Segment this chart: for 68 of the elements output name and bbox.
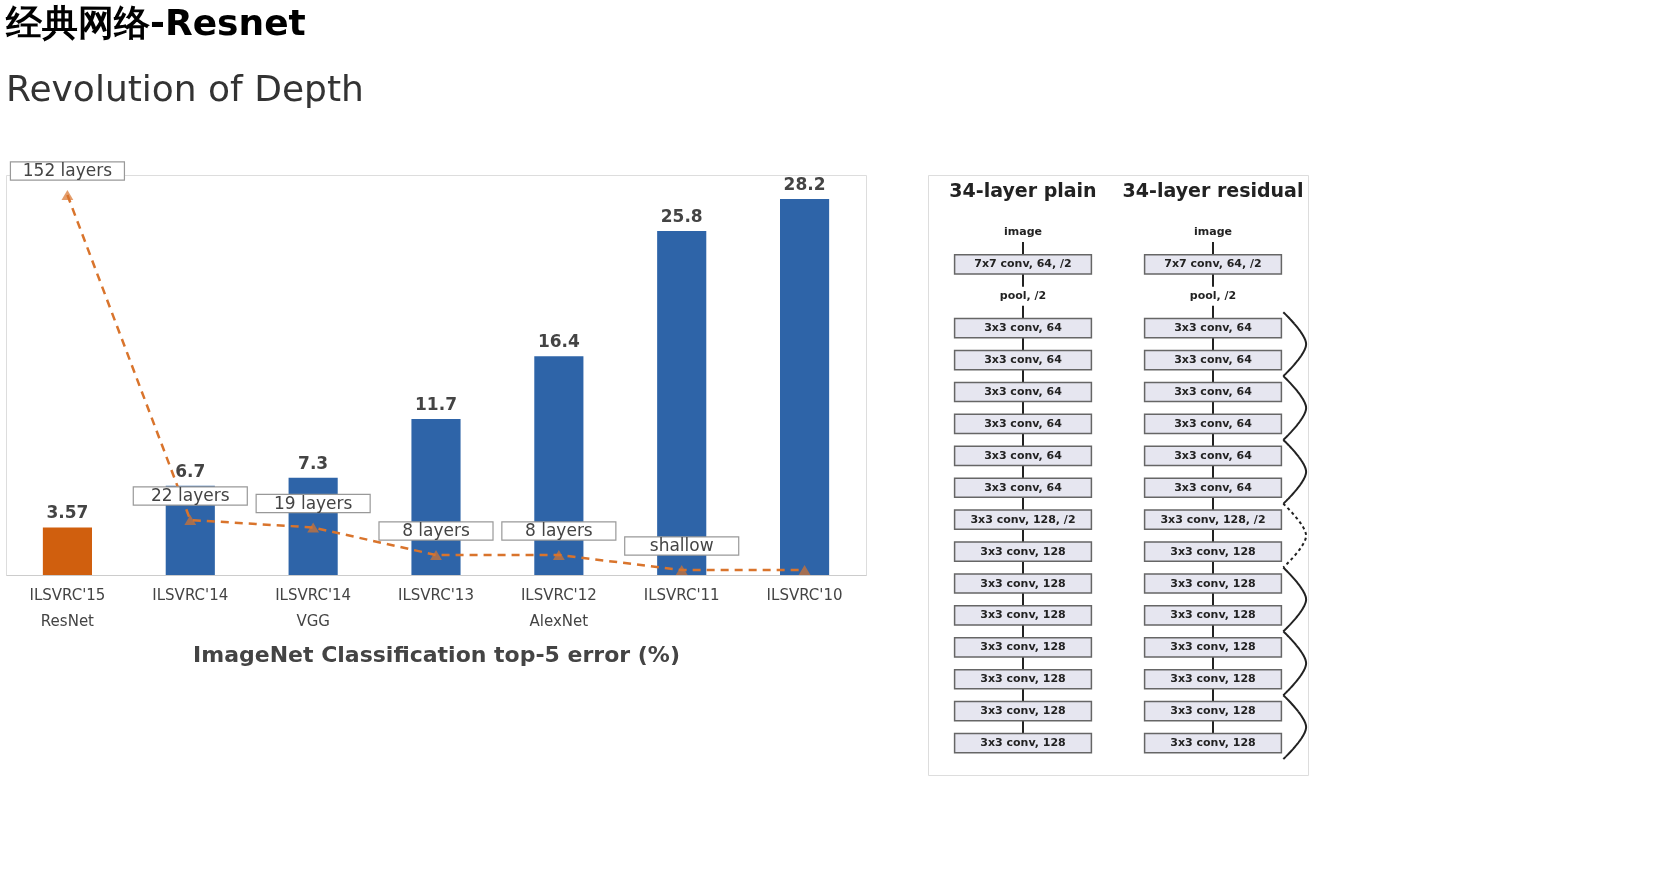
text: 3x3 conv, 64	[984, 321, 1062, 335]
text: 3x3 conv, 64	[1174, 321, 1253, 335]
x-tick-label: ILSVRC'11	[643, 585, 720, 604]
point	[552, 549, 565, 561]
data-label: 25.8	[660, 206, 703, 226]
x-tick-label: ILSVRC'13	[398, 585, 474, 604]
text: 3x3 conv, 128	[1170, 736, 1256, 750]
point	[307, 522, 320, 533]
text: pool, /2	[999, 289, 1047, 303]
text: pool, /2	[1189, 289, 1237, 303]
data-label: 152 layers	[22, 160, 113, 180]
data-label: 7.3	[298, 452, 329, 473]
text: 3x3 conv, 128	[980, 704, 1066, 718]
text: 7x7 conv, 64, /2	[974, 257, 1072, 271]
text: 3x3 conv, 128	[980, 608, 1066, 622]
data-label: 8 layers	[524, 520, 593, 540]
x-tick-label: ILSVRC'14	[152, 585, 229, 604]
bar	[42, 527, 92, 575]
text: 3x3 conv, 64	[1174, 480, 1253, 494]
data-label: 28.2	[783, 174, 826, 194]
data-label: shallow	[649, 535, 714, 555]
text: 3x3 conv, 64	[1174, 385, 1253, 399]
text: 3x3 conv, 128	[980, 640, 1066, 654]
data-label: 8 layers	[402, 520, 470, 540]
text: image	[1194, 225, 1232, 239]
data-label: 22 layers	[151, 485, 230, 505]
x-tick-label: ILSVRC'10	[766, 585, 843, 604]
data-label: 3.57	[46, 502, 89, 523]
text: 3x3 conv, 128	[980, 736, 1066, 750]
text: 3x3 conv, 128	[1170, 640, 1256, 654]
point	[61, 189, 74, 201]
text: 3x3 conv, 128	[980, 544, 1066, 558]
text: 3x3 conv, 64	[984, 480, 1062, 494]
text: 3x3 conv, 64	[1174, 353, 1253, 367]
text: 3x3 conv, 128	[1170, 608, 1256, 622]
data-label: 6.7	[175, 460, 206, 481]
chart-subtitle: Revolution of Depth	[6, 68, 364, 110]
text: 3x3 conv, 64	[984, 353, 1062, 367]
x-axis-title: ImageNet Classification top-5 error (%)	[193, 641, 680, 667]
text: 7x7 conv, 64, /2	[1164, 257, 1262, 271]
data-label: 16.4	[537, 331, 580, 352]
text: 3x3 conv, 128	[1170, 544, 1256, 558]
text: 3x3 conv, 128, /2	[970, 512, 1076, 526]
point	[430, 549, 442, 561]
point	[675, 564, 688, 576]
text: 3x3 conv, 128	[1170, 704, 1256, 718]
text: 3x3 conv, 64	[984, 385, 1062, 399]
text: 3x3 conv, 128	[1170, 576, 1256, 590]
data-label: 11.7	[415, 394, 457, 414]
x-tick-label: ILSVRC'12 AlexNet	[520, 585, 597, 630]
text: 3x3 conv, 64	[984, 416, 1062, 430]
bar	[780, 199, 830, 575]
text: image	[1004, 225, 1042, 239]
text: 3x3 conv, 128	[980, 576, 1066, 590]
category-label: 34-layer plain	[949, 178, 1097, 201]
text: 3x3 conv, 128	[1170, 672, 1256, 686]
point	[798, 564, 811, 576]
chart-title: 经典网络-Resnet	[5, 2, 306, 44]
text: 3x3 conv, 64	[984, 448, 1062, 462]
text: 3x3 conv, 64	[1174, 416, 1253, 430]
text: 3x3 conv, 128, /2	[1160, 512, 1266, 526]
data-label: 19 layers	[273, 492, 353, 513]
category-label: 34-layer residual	[1122, 178, 1304, 201]
text: 3x3 conv, 128	[980, 672, 1066, 686]
x-tick-label: ILSVRC'15 ResNet	[29, 585, 106, 630]
text: 3x3 conv, 64	[1174, 448, 1253, 462]
point	[184, 514, 197, 526]
x-tick-label: ILSVRC'14 VGG	[275, 585, 352, 630]
